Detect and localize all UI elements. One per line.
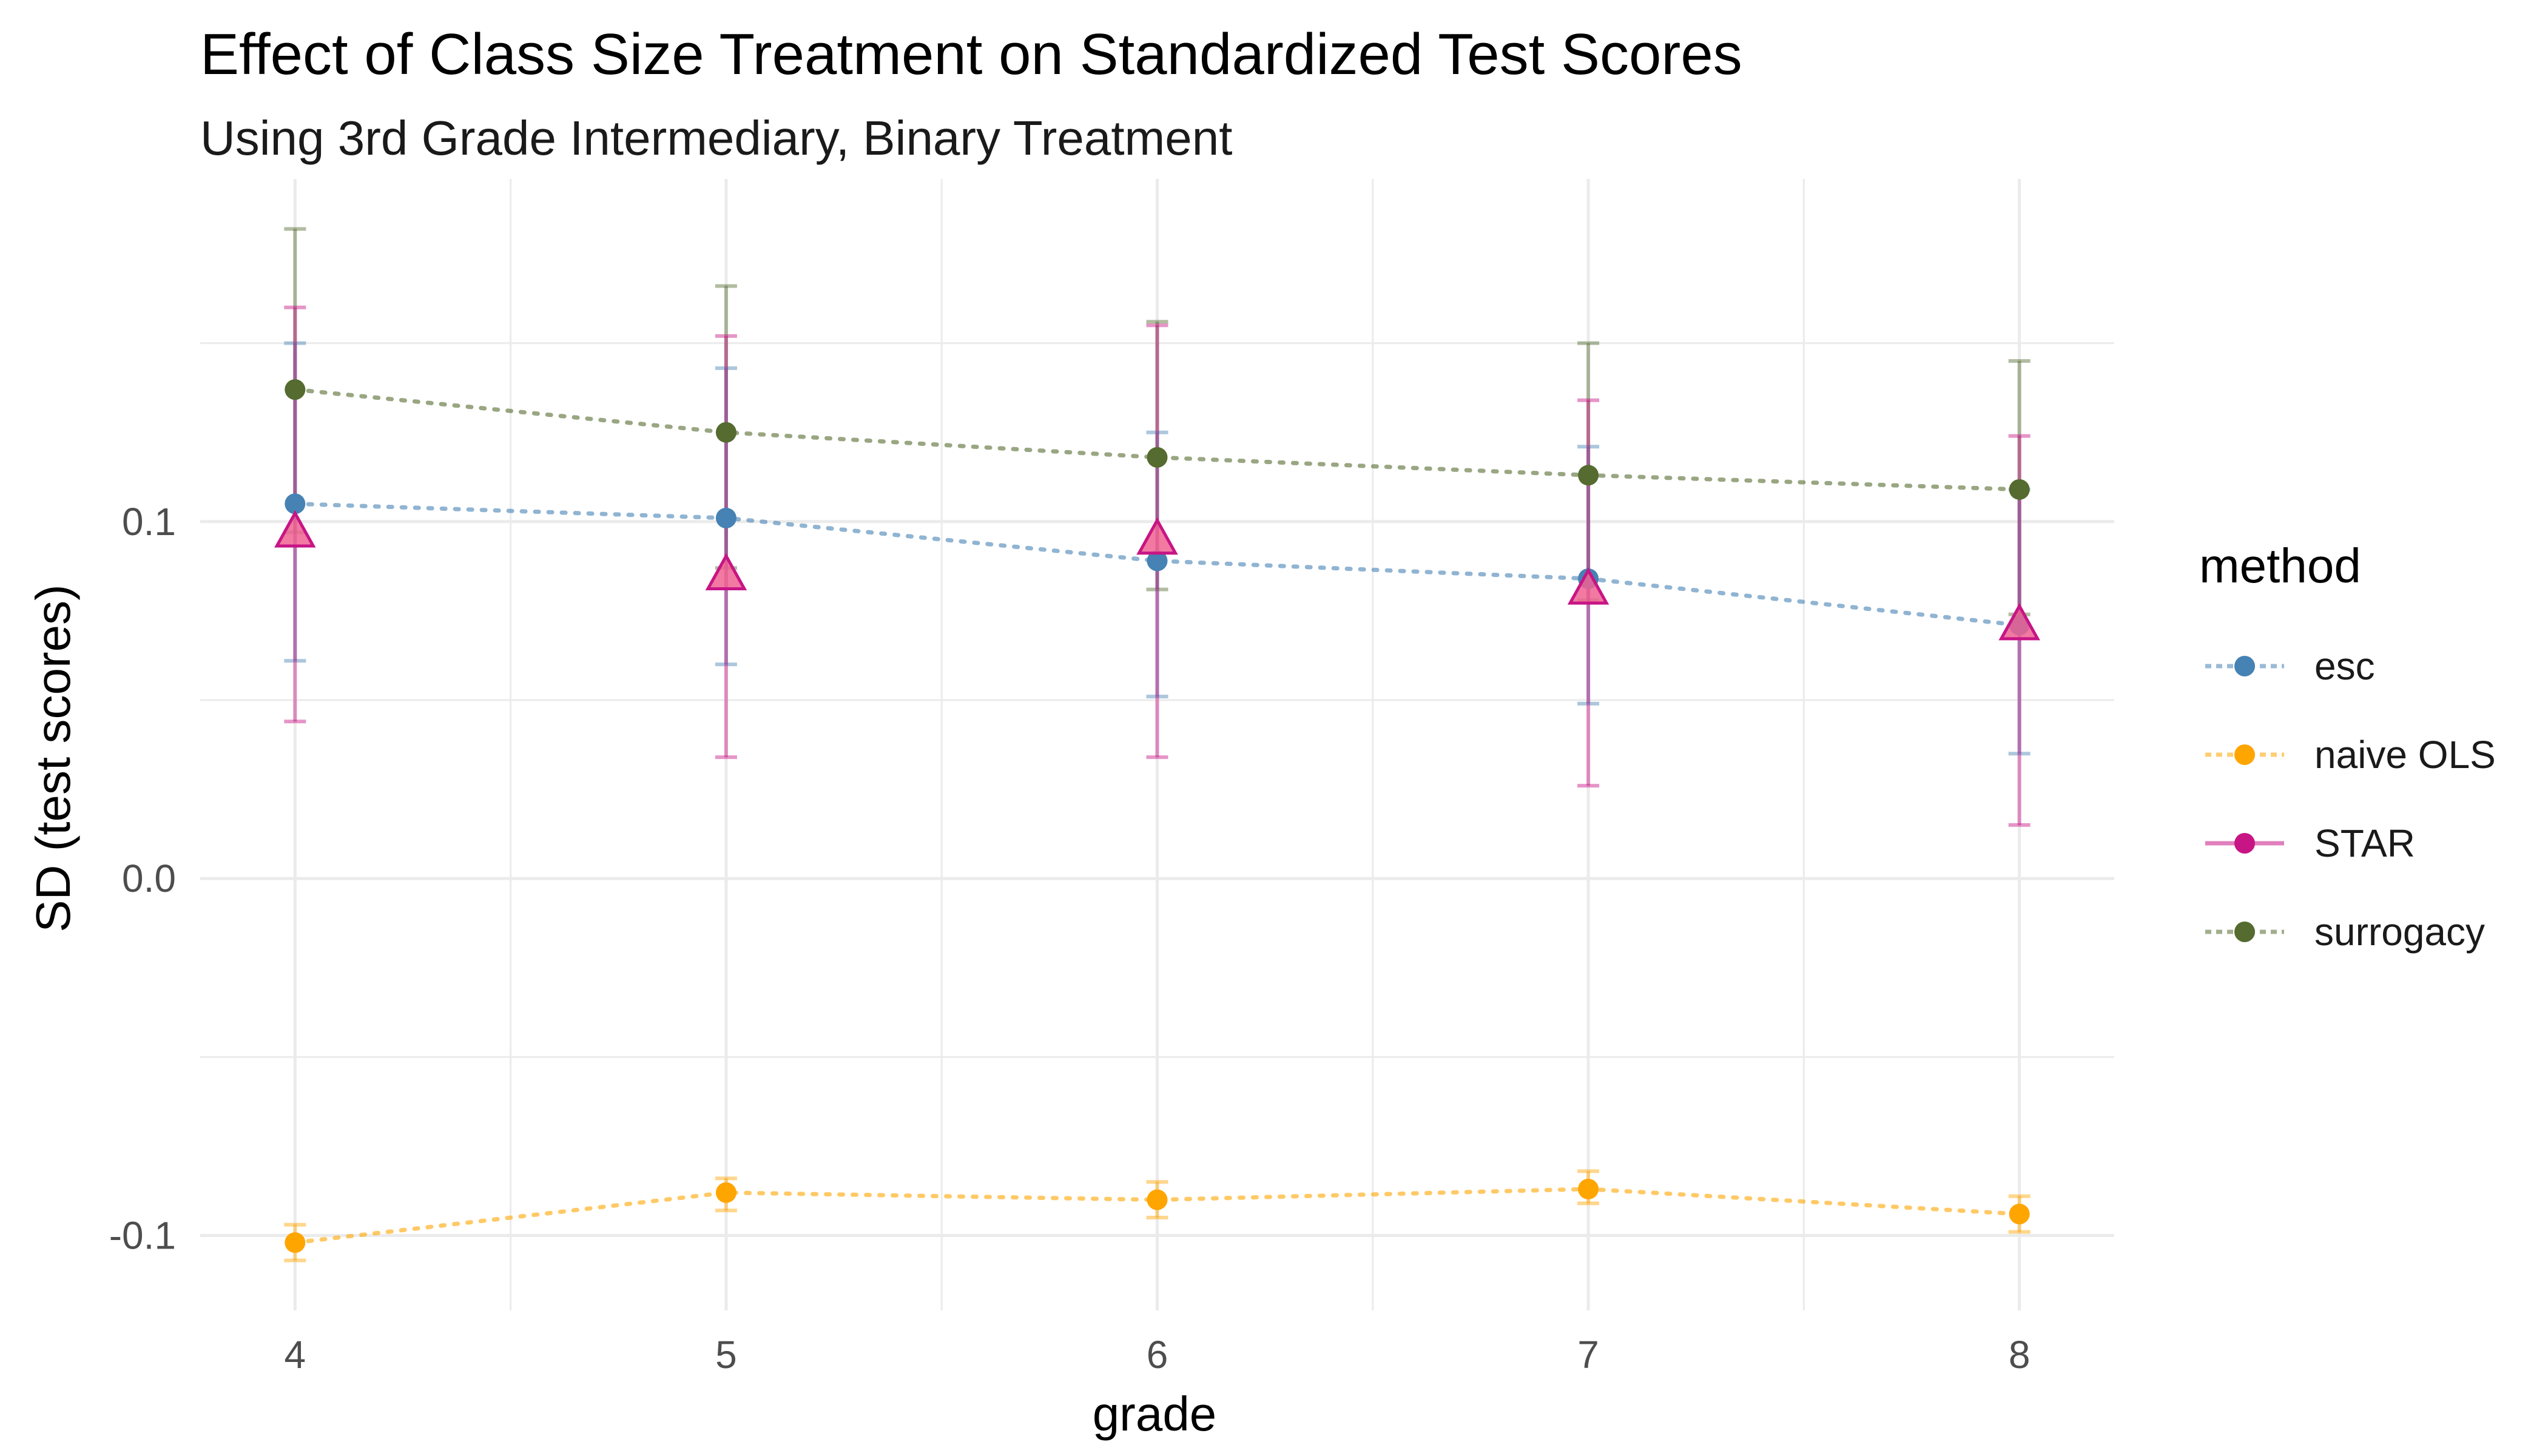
surrogacy-point [1578,465,1599,486]
legend-item-esc: esc [2205,644,2375,688]
series-lines [292,387,2022,1245]
legend-label: naive OLS [2314,733,2496,777]
naive-ols-point [1578,1178,1599,1199]
surrogacy-point [1147,447,1168,468]
x-axis-title: grade [1093,1387,1217,1441]
legend-key-point [2234,744,2255,765]
chart-title: Effect of Class Size Treatment on Standa… [200,22,1742,87]
x-tick-label: 5 [715,1333,737,1377]
surrogacy-series-line [292,387,2022,492]
esc-series-line [292,501,2022,627]
naive-ols-series-line [292,1187,2022,1245]
legend-key-point [2234,833,2255,854]
legend-key-point [2234,656,2255,676]
legend-item-naive-ols: naive OLS [2205,733,2496,777]
legend-label: esc [2314,644,2375,688]
legend-label: STAR [2314,821,2415,865]
star-point [1136,517,1178,555]
x-tick-label: 8 [2009,1333,2031,1377]
naive-ols-point [715,1182,736,1203]
y-tick-label: 0.0 [122,857,176,900]
naive-ols-point [1147,1189,1168,1210]
grid [200,179,2114,1310]
esc-point [715,507,736,528]
naive-ols-point [2009,1204,2030,1225]
x-tick-label: 4 [285,1333,306,1377]
star-point [1567,567,1609,605]
surrogacy-point [285,379,306,400]
axis-ticks: 4 5 6 7 8 -0.1 0.0 0.1 [109,500,2031,1377]
data-points [274,379,2040,1253]
y-tick-label: 0.1 [122,500,176,544]
surrogacy-point [715,422,736,443]
star-point [274,510,316,548]
x-tick-label: 6 [1147,1333,1168,1377]
star-point [705,553,747,591]
legend-label: surrogacy [2314,910,2485,954]
legend-item-star: STAR [2205,821,2415,865]
legend: method esc naive OLS STAR surrogacy [2199,539,2496,954]
legend-key-point [2234,922,2255,942]
legend-title: method [2199,539,2361,593]
surrogacy-point [2009,479,2030,500]
esc-point [285,493,306,514]
y-axis-title: SD (test scores) [26,584,80,932]
legend-item-surrogacy: surrogacy [2205,910,2485,954]
naive-ols-point [285,1232,306,1253]
star-error-bar [715,334,737,760]
star-point [1998,602,2040,641]
chart-subtitle: Using 3rd Grade Intermediary, Binary Tre… [200,111,1232,165]
y-tick-label: -0.1 [109,1213,176,1257]
esc-point [1147,550,1168,571]
x-tick-label: 7 [1577,1333,1599,1377]
